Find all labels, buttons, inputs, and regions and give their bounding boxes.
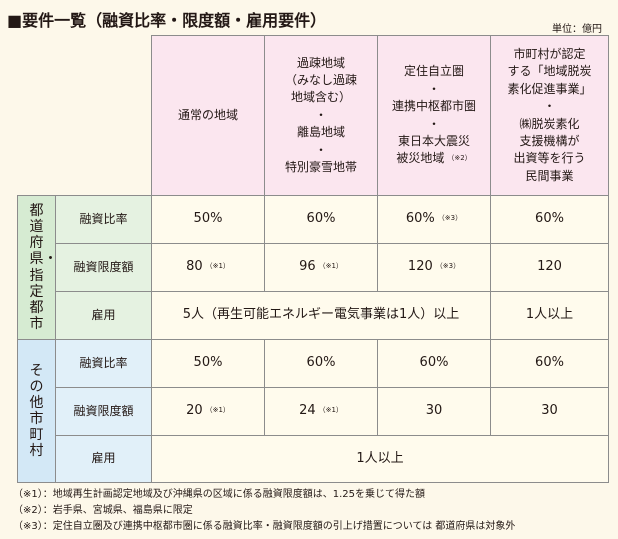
header-row: 通常の地域 過疎地域 （みなし過疎 地域含む）・離島地域・特別豪雪地帯 定住自立圏・… bbox=[18, 35, 609, 196]
value-cell: 30 bbox=[377, 387, 491, 436]
row-label-loan-ratio: 融資比率 bbox=[55, 195, 152, 244]
column-header-decarbonization: 市町村が認定 する「地域脱炭 素化促進事業」・㈱脱炭素化支援機構が出資等を行う 民間事… bbox=[490, 35, 609, 196]
column-header-line: ・ bbox=[427, 116, 440, 131]
footnotes: （※1）：地域再生計画認定地域及び沖縄県の区域に係る融資限度額は、1.25を乗じ… bbox=[13, 487, 515, 535]
column-header-line: ・ bbox=[543, 99, 556, 114]
footnote-1: （※1）：地域再生計画認定地域及び沖縄県の区域に係る融資限度額は、1.25を乗じ… bbox=[13, 489, 426, 500]
column-header-line: する「地域脱炭 bbox=[507, 64, 592, 79]
footnote-2: （※2）：岩手県、宮城県、福島県に限定 bbox=[13, 505, 193, 516]
table-row: その他市町村 融資比率 50% 60% 60% 60% bbox=[17, 339, 609, 483]
requirements-table: 通常の地域 過疎地域 （みなし過疎 地域含む）・離島地域・特別豪雪地帯 定住自立圏・… bbox=[17, 35, 609, 483]
value-cell: 60% （※3） bbox=[377, 195, 491, 244]
column-header-line: 被災地域 （※2） bbox=[396, 151, 472, 166]
value-cell: 1人以上 bbox=[490, 291, 609, 340]
column-header-line: 素化促進事業」 bbox=[507, 81, 592, 96]
footnote-3: （※3）：定住自立圏及び連携中枢都市圏に係る融資比率・融資限度額の引上げ措置につ… bbox=[13, 521, 516, 532]
column-header-line: ・ bbox=[314, 107, 327, 122]
column-header-line: 東日本大震災 bbox=[397, 133, 470, 148]
footnote-mark: （※1） bbox=[318, 262, 343, 271]
table-row: 雇用 1人以上 bbox=[18, 435, 609, 483]
column-header-line: 市町村が認定 bbox=[513, 46, 586, 61]
footnote-mark: （※1） bbox=[318, 406, 343, 415]
footnote-mark: （※1） bbox=[205, 406, 230, 415]
merged-value-cell: 1人以上 bbox=[151, 435, 609, 483]
value-cell: 80 （※1） bbox=[151, 243, 265, 292]
value-cell: 60% bbox=[377, 339, 491, 388]
column-header-line: 通常の地域 bbox=[177, 107, 238, 122]
column-header-line: （みなし過疎 bbox=[284, 73, 357, 88]
column-header-line: 連携中枢都市圏 bbox=[391, 99, 476, 114]
row-label-employment: 雇用 bbox=[55, 435, 152, 483]
column-header-normal: 通常の地域 bbox=[151, 35, 265, 196]
value-cell: 120 （※3） bbox=[377, 243, 491, 292]
column-header-line: ・ bbox=[314, 142, 327, 157]
footnote-mark: （※2） bbox=[447, 154, 472, 163]
row-label-loan-limit: 融資限度額 bbox=[55, 387, 152, 436]
value-cell: 60% bbox=[264, 195, 378, 244]
value-cell: 96 （※1） bbox=[264, 243, 378, 292]
value-cell: 24 （※1） bbox=[264, 387, 378, 436]
column-header-line: 出資等を行う bbox=[513, 151, 586, 166]
column-header-line: 支援機構が bbox=[519, 133, 580, 148]
value-cell: 60% bbox=[490, 339, 609, 388]
value-cell: 120 bbox=[490, 243, 609, 292]
column-header-line: 定住自立圏 bbox=[403, 64, 464, 79]
column-header-line: 特別豪雪地帯 bbox=[284, 159, 357, 174]
footnote-mark: （※1） bbox=[205, 262, 230, 271]
row-label-loan-ratio: 融資比率 bbox=[55, 339, 152, 388]
table-row: 都道府県・指定都市 融資比率 50% 60% 60% （※3） 60% bbox=[17, 195, 609, 340]
value-cell: 30 bbox=[490, 387, 609, 436]
column-header-settlement: 定住自立圏・連携中枢都市圏・東日本大震災 被災地域 （※2） bbox=[377, 35, 491, 196]
footnote-mark: （※3） bbox=[435, 262, 461, 271]
value-cell: 50% bbox=[151, 195, 265, 244]
merged-value-cell: 5人（再生可能エネルギー電気事業は1人）以上 bbox=[151, 291, 491, 340]
column-header-line: 過疎地域 bbox=[296, 55, 345, 70]
footnote-mark: （※3） bbox=[437, 214, 463, 223]
page-title: ■要件一覧（融資比率・限度額・雇用要件） bbox=[7, 11, 327, 30]
value-cell: 60% bbox=[490, 195, 609, 244]
group-label-other-municipalities: その他市町村 bbox=[17, 339, 56, 483]
value-cell: 20 （※1） bbox=[151, 387, 265, 436]
column-header-line: 離島地域 bbox=[296, 125, 345, 140]
table-row: 融資限度額 20 （※1） 24 （※1） 30 30 bbox=[18, 387, 609, 436]
column-header-depopulated: 過疎地域 （みなし過疎 地域含む）・離島地域・特別豪雪地帯 bbox=[264, 35, 378, 196]
column-header-line: ・ bbox=[427, 81, 440, 96]
value-cell: 50% bbox=[151, 339, 265, 388]
row-label-loan-limit: 融資限度額 bbox=[55, 243, 152, 292]
row-label-employment: 雇用 bbox=[55, 291, 152, 340]
table-row: 融資限度額 80 （※1） 96 （※1） 120 （※3） 120 bbox=[18, 243, 609, 292]
column-header-line: ㈱脱炭素化 bbox=[519, 116, 580, 131]
table-row: 雇用 5人（再生可能エネルギー電気事業は1人）以上 1人以上 bbox=[18, 291, 609, 340]
column-header-line: 民間事業 bbox=[525, 168, 574, 183]
unit-label: 単位：億円 bbox=[552, 24, 602, 35]
group-label-prefecture: 都道府県・指定都市 bbox=[17, 195, 58, 340]
column-header-line: 地域含む） bbox=[290, 90, 351, 105]
corner-cell bbox=[18, 36, 152, 196]
value-cell: 60% bbox=[264, 339, 378, 388]
